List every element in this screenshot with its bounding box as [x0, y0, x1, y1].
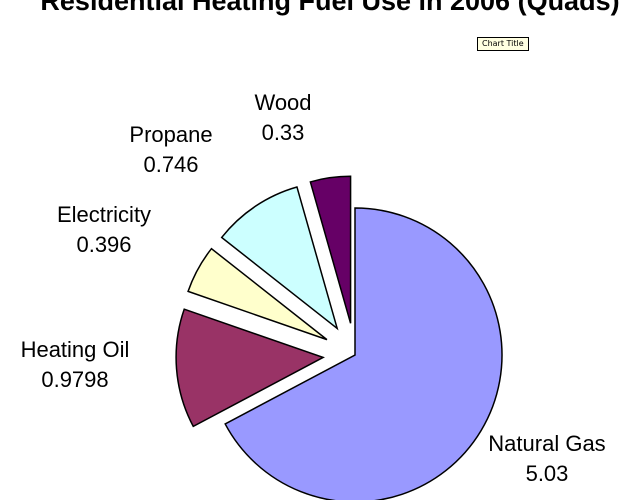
chart-title: Residential Heating Fuel Use in 2006 (Qu…: [40, 0, 620, 16]
chart-title-tooltip: Chart Title: [477, 37, 529, 51]
pie-slice-propane[interactable]: [220, 186, 339, 331]
pie-slice-heating-oil[interactable]: [175, 308, 325, 428]
pie-label-natural-gas: Natural Gas 5.03: [488, 431, 605, 486]
pie-label-wood: Wood 0.33: [254, 90, 311, 145]
pie-label-propane: Propane 0.746: [129, 122, 212, 177]
pie-label-heating-oil: Heating Oil 0.9798: [21, 337, 130, 392]
pie-slice-natural-gas[interactable]: [224, 207, 503, 500]
pie-slice-electricity[interactable]: [187, 247, 328, 341]
pie-label-electricity: Electricity 0.396: [57, 202, 151, 257]
pie-slice-wood[interactable]: [309, 175, 352, 324]
